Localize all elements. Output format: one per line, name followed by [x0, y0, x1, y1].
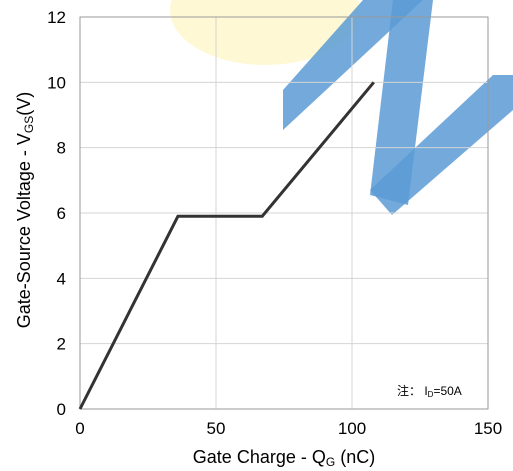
watermark-yellow-glow: [170, 0, 360, 65]
y-tick-label: 8: [57, 139, 66, 158]
plot-frame: [79, 16, 489, 410]
y-axis-title: Gate-Source Voltage - VGS(V): [14, 92, 36, 328]
condition-note-suffix: =50A: [433, 384, 461, 398]
y-tick-label: 10: [47, 73, 66, 92]
series-line-0: [78, 81, 375, 410]
condition-note-prefix: 注： I: [397, 383, 428, 398]
x-axis-title-suffix: (nC): [335, 447, 375, 467]
y-tick-label: 0: [57, 400, 66, 419]
watermark-blue-stroke-diagonal: [370, 0, 433, 205]
x-axis-title-sub: G: [326, 455, 335, 469]
y-tick-labels: 0 2 4 6 8 10 12: [47, 8, 66, 419]
y-axis-title-sub: GS: [22, 116, 36, 133]
series-layer: [78, 81, 375, 410]
y-axis-title-suffix: (V): [14, 92, 34, 116]
watermark-blue-stroke-right: [370, 75, 513, 215]
condition-note: 注： ID=50A: [397, 383, 462, 399]
y-tick-label: 12: [47, 8, 66, 27]
y-tick-label: 2: [57, 335, 66, 354]
x-tick-label: 150: [474, 419, 502, 438]
grid: [80, 17, 488, 409]
x-axis-title-main: Gate Charge - Q: [193, 447, 326, 467]
watermark-blue-stroke-left: [283, 0, 423, 130]
x-tick-label: 0: [75, 419, 84, 438]
condition-note-sub: D: [428, 390, 434, 399]
x-tick-label: 50: [207, 419, 226, 438]
y-tick-label: 4: [57, 269, 66, 288]
x-axis-title: Gate Charge - QG (nC): [193, 447, 375, 469]
y-axis-title-main: Gate-Source Voltage - V: [14, 133, 34, 328]
x-tick-labels: 0 50 100 150: [75, 419, 502, 438]
x-tick-label: 100: [338, 419, 366, 438]
y-tick-label: 6: [57, 204, 66, 223]
watermark-logo: [170, 0, 513, 215]
